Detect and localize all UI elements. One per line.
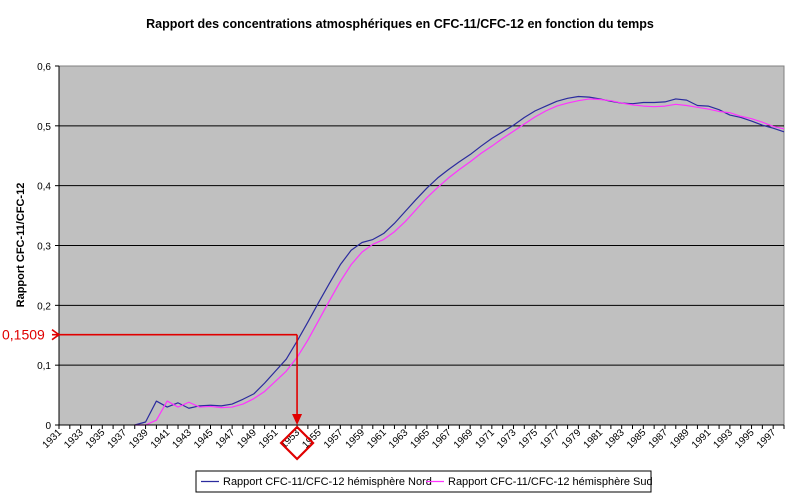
gridlines — [59, 125, 784, 366]
legend-label-nord: Rapport CFC-11/CFC-12 hémisphère Nord — [223, 476, 432, 488]
y-tick-label: 0,5 — [37, 122, 51, 133]
series-line-nord — [134, 95, 785, 426]
series-line-sud — [134, 98, 785, 426]
x-tick-label: 1965 — [409, 427, 433, 451]
x-tick-label: 1989 — [668, 427, 692, 451]
x-tick-label: 1993 — [712, 427, 736, 451]
x-tick-label: 1947 — [214, 427, 238, 451]
annotation-layer: 0,1509 — [2, 327, 315, 461]
x-tick-label: 1995 — [733, 427, 757, 451]
y-axis-title: Rapport CFC-11/CFC-12 — [15, 183, 27, 308]
chart-title: Rapport des concentrations atmosphérique… — [146, 17, 654, 31]
x-tick-label: 1983 — [603, 427, 627, 451]
x-tick-label: 1937 — [106, 427, 130, 451]
legend-label-sud: Rapport CFC-11/CFC-12 hémisphère Sud — [448, 476, 653, 488]
x-tick-label: 1975 — [517, 427, 541, 451]
x-tick-label: 1977 — [538, 427, 562, 451]
x-tick-label: 1951 — [257, 427, 281, 451]
legend-box — [195, 470, 652, 493]
legend: Rapport CFC-11/CFC-12 hémisphère Nord Ra… — [195, 470, 653, 493]
x-axis: 1931193319351937193919411943194519471949… — [41, 424, 785, 451]
x-tick-label: 1953 — [279, 427, 303, 451]
x-tick-label: 1945 — [192, 427, 216, 451]
y-tick-label: 0,3 — [37, 242, 51, 253]
x-tick-label: 1939 — [127, 427, 151, 451]
plot-area — [58, 65, 785, 426]
y-tick-label: 0,6 — [37, 62, 51, 73]
x-tick-label: 1969 — [452, 427, 476, 451]
x-tick-label: 1967 — [430, 427, 454, 451]
x-tick-label: 1973 — [495, 427, 519, 451]
x-tick-label: 1949 — [235, 427, 259, 451]
x-tick-label: 1997 — [755, 427, 779, 451]
annotation-highlight-box — [279, 425, 315, 461]
annotation-label: 0,1509 — [2, 327, 45, 343]
x-tick-label: 1931 — [41, 427, 65, 451]
annotation-down-arrowhead — [292, 414, 303, 425]
x-tick-label: 1963 — [387, 427, 411, 451]
x-tick-label: 1959 — [344, 427, 368, 451]
series-layer — [134, 95, 785, 426]
x-tick-label: 1933 — [62, 427, 86, 451]
x-tick-label: 1991 — [690, 427, 714, 451]
x-tick-label: 1979 — [560, 427, 584, 451]
y-axis: 0 0,1 0,2 0,3 0,4 0,5 0,6 — [37, 62, 60, 432]
x-tick-label: 1957 — [322, 427, 346, 451]
x-tick-label: 1985 — [625, 427, 649, 451]
x-tick-label: 1961 — [365, 427, 389, 451]
x-tick-label: 1955 — [300, 427, 324, 451]
x-tick-label: 1971 — [473, 427, 497, 451]
y-tick-label: 0,2 — [37, 301, 51, 312]
y-tick-label: 0,4 — [37, 182, 51, 193]
annotation-left-arrowhead — [51, 329, 61, 341]
x-tick-label: 1935 — [84, 427, 108, 451]
y-tick-label: 0 — [45, 421, 51, 432]
x-tick-label: 1943 — [170, 427, 194, 451]
x-tick-label: 1987 — [647, 427, 671, 451]
y-tick-label: 0,1 — [37, 361, 51, 372]
x-tick-label: 1941 — [149, 427, 173, 451]
x-tick-label: 1981 — [582, 427, 606, 451]
